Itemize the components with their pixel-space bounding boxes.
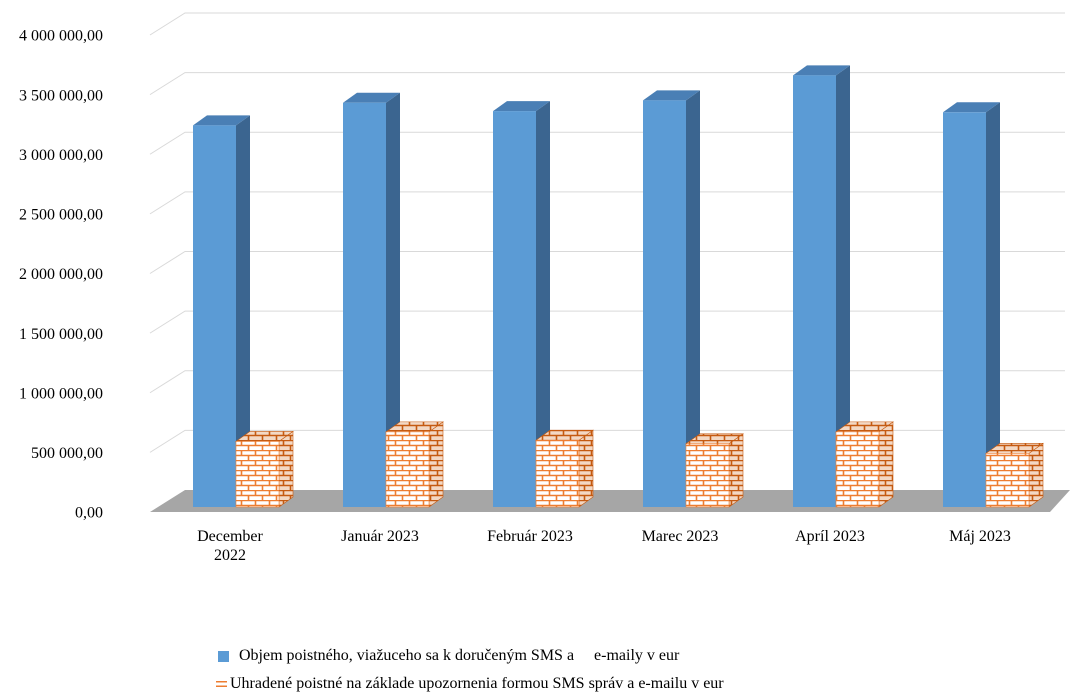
bar: [235, 441, 280, 508]
legend-entry: Objem poistného, viažuceho sa k doručený…: [218, 647, 679, 665]
bar: [385, 431, 430, 508]
bar: [535, 439, 580, 508]
bar: [835, 431, 880, 508]
bar: [643, 100, 686, 508]
x-tick-label: Máj 2023: [949, 528, 1011, 545]
grid-line: [149, 131, 1065, 155]
y-tick-label: 2 000 000,00: [19, 266, 103, 283]
legend-swatch: [218, 650, 229, 662]
y-tick-label: 3 000 000,00: [19, 147, 103, 164]
bar: [193, 125, 236, 508]
grid-line: [149, 370, 1065, 394]
legend-label: Uhradené poistné na základe upozornenia …: [230, 675, 724, 692]
bar-side: [1028, 442, 1044, 508]
bar-side: [836, 65, 850, 507]
y-tick-label: 1 500 000,00: [19, 326, 103, 343]
bar: [343, 102, 386, 508]
bar-top: [343, 92, 400, 103]
bar-side: [386, 92, 400, 508]
x-tick-label: Marec 2023: [641, 528, 719, 545]
bar: [985, 453, 1030, 508]
bar: [793, 75, 836, 507]
legend-label: Objem poistného, viažuceho sa k doručený…: [239, 647, 680, 664]
y-tick-label: 500 000,00: [31, 445, 103, 462]
bar-side: [986, 102, 1000, 507]
bar: [493, 111, 536, 507]
y-tick-label: 1 000 000,00: [19, 385, 103, 402]
bar-top: [193, 115, 250, 126]
bar-side: [428, 421, 444, 508]
y-tick-label: 4 000 000,00: [19, 28, 103, 45]
grid-line: [149, 72, 1065, 96]
grid-line: [149, 310, 1065, 334]
legend-swatch: [216, 678, 227, 690]
y-tick-label: 0,00: [75, 505, 103, 522]
y-tick-label: 3 500 000,00: [19, 87, 103, 104]
bar: [943, 112, 986, 507]
bar: [685, 443, 730, 508]
bar-side: [878, 421, 894, 508]
bar-side: [686, 90, 700, 508]
x-tick-label: Február 2023: [487, 528, 573, 545]
y-tick-label: 2 500 000,00: [19, 207, 103, 224]
bar-top: [793, 65, 850, 76]
bar-side: [236, 115, 250, 508]
grid-line: [149, 429, 1065, 453]
bar-top: [643, 90, 700, 101]
bar-side: [728, 433, 744, 508]
grid-line: [149, 191, 1065, 215]
legend-entry: Uhradené poistné na základe upozornenia …: [216, 675, 724, 693]
bar-top: [943, 102, 1000, 113]
grid-line: [149, 251, 1065, 274]
x-tick-label: Január 2023: [341, 528, 419, 545]
x-tick-label: Apríl 2023: [795, 528, 865, 545]
bar-top: [493, 101, 550, 112]
bar-side: [578, 429, 594, 508]
bar-side: [278, 430, 294, 508]
x-tick-label: December 2022: [197, 528, 263, 564]
grid-line: [149, 12, 1065, 36]
bar-side: [536, 101, 550, 507]
